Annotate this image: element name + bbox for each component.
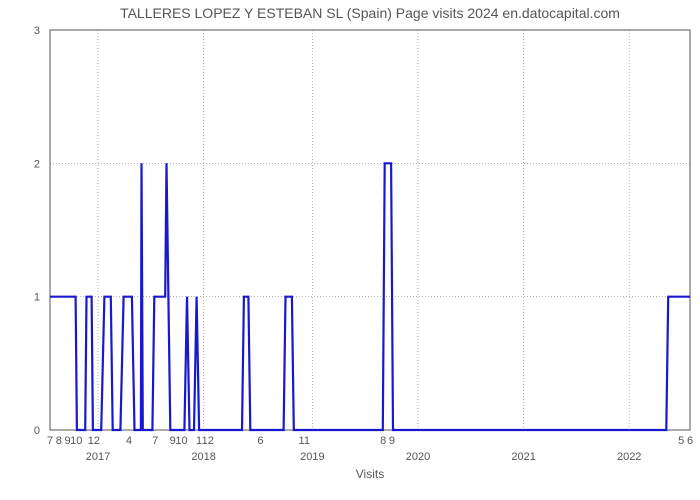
svg-text:2: 2 — [34, 158, 40, 170]
svg-text:2020: 2020 — [406, 451, 430, 463]
svg-text:1: 1 — [34, 292, 40, 304]
svg-text:11: 11 — [299, 435, 310, 447]
svg-text:7: 7 — [47, 435, 53, 447]
y-axis-ticks: 0 1 2 3 — [34, 25, 40, 437]
plot-border — [50, 30, 690, 430]
svg-text:12: 12 — [88, 435, 100, 447]
x-axis-minor-ticks: 7891012479101126118956 — [47, 435, 693, 447]
svg-text:5: 5 — [678, 435, 684, 447]
svg-text:12: 12 — [202, 435, 214, 447]
svg-text:2019: 2019 — [300, 451, 324, 463]
svg-text:2022: 2022 — [617, 451, 641, 463]
x-axis-major-ticks: 2017 2018 2019 2020 2021 2022 — [86, 451, 642, 463]
svg-text:6: 6 — [257, 435, 263, 447]
svg-text:8: 8 — [56, 435, 62, 447]
line-chart: TALLERES LOPEZ Y ESTEBAN SL (Spain) Page… — [0, 0, 700, 500]
svg-text:6: 6 — [687, 435, 693, 447]
svg-text:8: 8 — [380, 435, 386, 447]
svg-text:2018: 2018 — [191, 451, 215, 463]
chart-container: TALLERES LOPEZ Y ESTEBAN SL (Spain) Page… — [0, 0, 700, 500]
svg-text:7: 7 — [152, 435, 158, 447]
grid — [50, 30, 690, 430]
svg-text:3: 3 — [34, 25, 40, 37]
svg-text:4: 4 — [126, 435, 132, 447]
x-axis-label: Visits — [356, 467, 384, 481]
svg-text:2021: 2021 — [511, 451, 535, 463]
svg-text:2017: 2017 — [86, 451, 110, 463]
svg-text:10: 10 — [175, 435, 187, 447]
svg-text:0: 0 — [34, 425, 40, 437]
svg-text:9: 9 — [389, 435, 395, 447]
chart-title: TALLERES LOPEZ Y ESTEBAN SL (Spain) Page… — [120, 5, 620, 21]
svg-text:10: 10 — [70, 435, 82, 447]
